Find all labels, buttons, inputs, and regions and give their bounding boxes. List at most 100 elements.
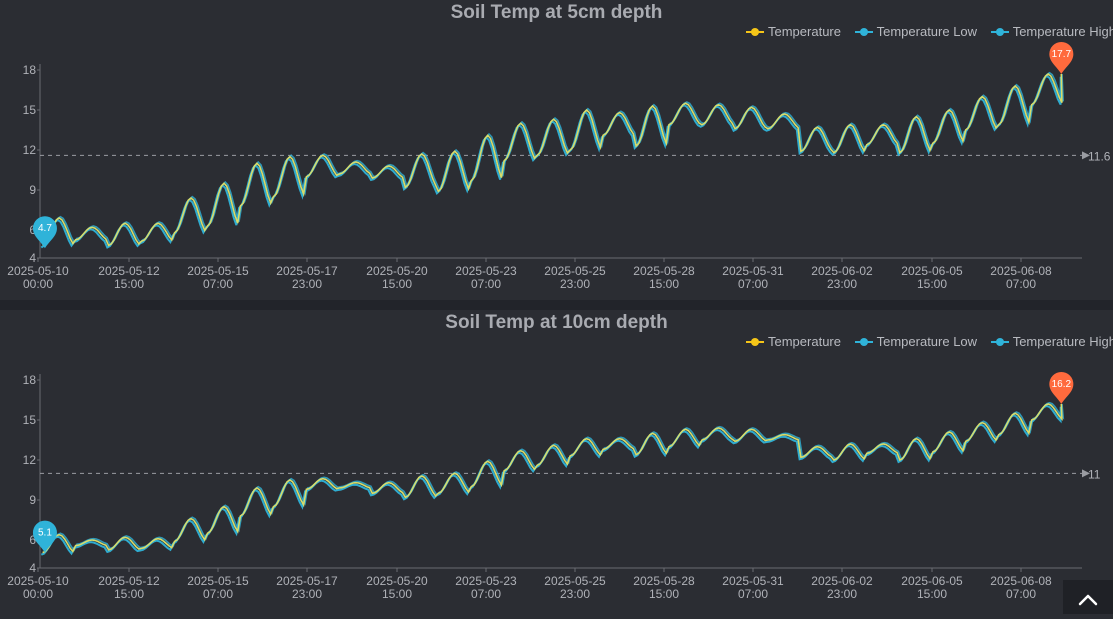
x-tick-label: 07:00: [471, 587, 501, 601]
temperature-high-line: [43, 71, 1064, 246]
temperature-line: [42, 403, 1063, 554]
x-tick-label: 23:00: [827, 587, 857, 601]
max-marker-pin: 16.2: [1049, 372, 1074, 404]
x-tick-label: 23:00: [292, 277, 322, 291]
max-marker-pin: 17.7: [1049, 42, 1074, 74]
x-tick-label: 2025-05-12: [98, 574, 160, 588]
min-marker-pin: 4.7: [32, 216, 57, 249]
chart-panel-5cm: Soil Temp at 5cm depth Temperature Tempe…: [0, 0, 1113, 300]
legend-label: Temperature High: [1012, 334, 1113, 350]
x-tick-label: 2025-06-05: [901, 264, 963, 278]
average-label: 11: [1088, 467, 1101, 481]
x-tick-label: 2025-06-02: [811, 264, 873, 278]
y-tick-label: 12: [23, 143, 37, 157]
average-arrow: [1082, 469, 1090, 478]
legend-label: Temperature Low: [876, 24, 978, 40]
x-tick-label: 2025-05-20: [366, 264, 428, 278]
chevron-up-icon: [1078, 594, 1098, 606]
legend-temperature-icon: [746, 27, 764, 37]
y-tick-label: 18: [23, 63, 37, 77]
x-tick-label: 07:00: [738, 277, 768, 291]
x-tick-label: 23:00: [827, 277, 857, 291]
x-tick-label: 23:00: [560, 587, 590, 601]
max-pin-shape: [1049, 42, 1074, 74]
x-tick-label: 2025-05-12: [98, 264, 160, 278]
y-tick-label: 9: [29, 493, 36, 507]
min-marker-pin: 5.1: [32, 520, 57, 553]
x-tick-label: 2025-05-10: [7, 574, 69, 588]
legend-item-temperature-high[interactable]: Temperature High: [990, 333, 1113, 350]
x-tick-label: 2025-05-23: [455, 264, 517, 278]
line-chart-10cm: 4691215182025-05-1000:002025-05-1215:002…: [7, 372, 1101, 601]
x-tick-label: 07:00: [738, 587, 768, 601]
legend-item-temperature-low[interactable]: Temperature Low: [854, 333, 978, 350]
x-tick-label: 2025-06-02: [811, 574, 873, 588]
line-chart-5cm: 4691215182025-05-1000:002025-05-1215:002…: [7, 42, 1111, 291]
average-arrow: [1082, 151, 1090, 160]
min-pin-label: 4.7: [38, 223, 52, 234]
x-tick-label: 15:00: [649, 277, 679, 291]
legend-temperature-high-icon: [990, 27, 1009, 37]
x-tick-label: 2025-05-25: [544, 264, 606, 278]
legend-item-temperature-high[interactable]: Temperature High: [990, 23, 1113, 40]
chart-legend: Temperature Temperature Low Temperature …: [746, 23, 1113, 39]
x-tick-label: 2025-05-20: [366, 574, 428, 588]
min-pin-shape: [32, 520, 57, 553]
x-tick-label: 07:00: [1006, 277, 1036, 291]
min-pin-shape: [32, 216, 57, 249]
temperature-line: [42, 72, 1063, 247]
legend-temperature-icon: [746, 337, 764, 347]
legend-temperature-high-icon: [990, 337, 1009, 347]
y-tick-label: 6: [29, 223, 36, 237]
x-tick-label: 15:00: [382, 277, 412, 291]
x-tick-label: 15:00: [114, 587, 144, 601]
chart-title: Soil Temp at 10cm depth: [445, 312, 668, 333]
y-tick-label: 4: [29, 561, 36, 575]
max-pin-shape: [1049, 372, 1074, 404]
x-tick-label: 15:00: [649, 587, 679, 601]
y-tick-label: 6: [29, 533, 36, 547]
panel-separator: [0, 300, 1113, 310]
scroll-to-top-button[interactable]: [1063, 580, 1113, 614]
y-tick-label: 9: [29, 183, 36, 197]
y-tick-label: 15: [23, 413, 37, 427]
x-tick-label: 15:00: [382, 587, 412, 601]
chart-panel-10cm: Soil Temp at 10cm depth Temperature Temp…: [0, 310, 1113, 614]
max-pin-label: 17.7: [1052, 49, 1072, 60]
legend-label: Temperature: [768, 334, 841, 350]
x-tick-label: 2025-05-31: [722, 574, 784, 588]
x-tick-label: 07:00: [203, 587, 233, 601]
x-tick-label: 2025-05-15: [187, 574, 249, 588]
y-tick-label: 15: [23, 103, 37, 117]
chart-legend: Temperature Temperature Low Temperature …: [746, 333, 1113, 349]
x-tick-label: 23:00: [292, 587, 322, 601]
x-tick-label: 2025-06-08: [990, 574, 1052, 588]
temperature-low-line: [40, 404, 1062, 556]
temperature-low-line: [40, 74, 1062, 249]
chart-title: Soil Temp at 5cm depth: [450, 2, 663, 23]
legend-temperature-low-icon: [854, 337, 873, 347]
x-tick-label: 23:00: [560, 277, 590, 291]
x-tick-label: 2025-05-25: [544, 574, 606, 588]
legend-item-temperature[interactable]: Temperature: [746, 23, 841, 39]
legend-item-temperature[interactable]: Temperature: [746, 333, 841, 349]
y-tick-label: 18: [23, 373, 37, 387]
legend-temperature-low-icon: [854, 27, 873, 37]
x-tick-label: 2025-05-28: [633, 574, 695, 588]
x-tick-label: 2025-05-15: [187, 264, 249, 278]
x-tick-label: 2025-05-23: [455, 574, 517, 588]
y-tick-label: 12: [23, 453, 37, 467]
x-tick-label: 07:00: [1006, 587, 1036, 601]
y-tick-label: 4: [29, 251, 36, 265]
legend-label: Temperature Low: [876, 334, 978, 350]
legend-label: Temperature High: [1012, 24, 1113, 40]
x-tick-label: 2025-06-05: [901, 574, 963, 588]
legend-item-temperature-low[interactable]: Temperature Low: [854, 23, 978, 40]
min-pin-label: 5.1: [38, 528, 52, 539]
x-tick-label: 2025-06-08: [990, 264, 1052, 278]
x-tick-label: 00:00: [23, 587, 53, 601]
x-tick-label: 15:00: [917, 277, 947, 291]
x-tick-label: 07:00: [203, 277, 233, 291]
legend-label: Temperature: [768, 24, 841, 40]
x-tick-label: 2025-05-10: [7, 264, 69, 278]
